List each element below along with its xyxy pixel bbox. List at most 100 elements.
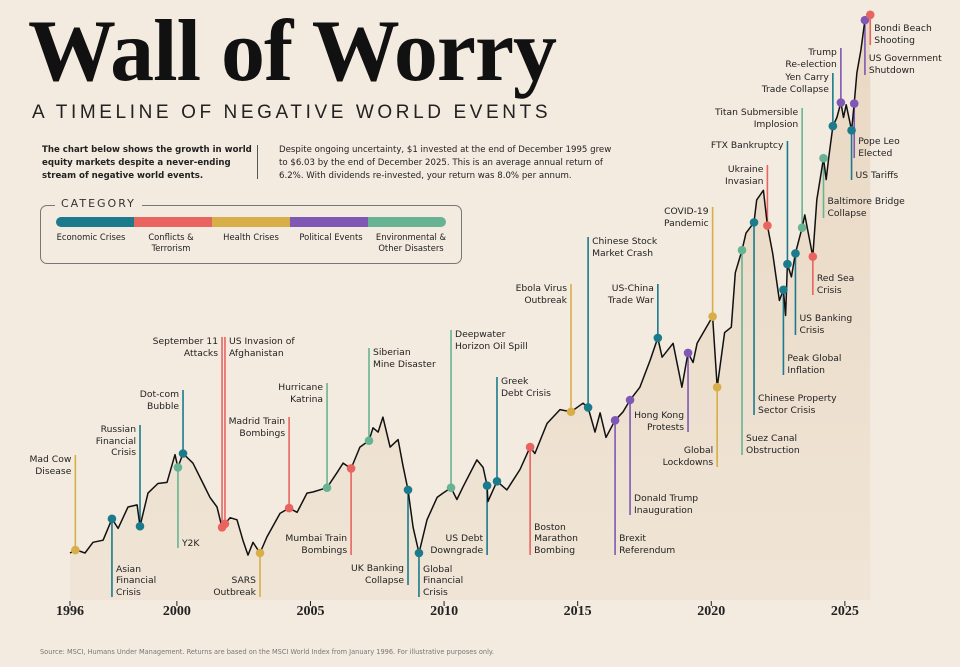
event-label: Madrid Train Bombings [228,416,286,439]
event-marker [763,221,772,230]
event-marker [828,121,838,131]
event-marker [749,218,759,227]
event-label: Mumbai Train Bombings [285,533,348,556]
legend-title: CATEGORY [55,197,142,210]
event-label: Dot-com Bubble [139,389,180,412]
legend-labels: Economic Crises Conflicts & Terrorism Heal… [51,232,451,254]
event-label: Hong Kong Protests [634,410,685,433]
event-label: Ebola Virus Outbreak [515,283,567,306]
event-marker [322,483,332,493]
event-marker [255,548,265,558]
event-label: Mad Cow Disease [29,454,72,477]
event-marker [525,442,535,452]
area-fill [70,14,871,601]
event-label: Chinese Property Sector Crisis [758,393,837,416]
event-label: Y2K [181,537,200,549]
event-marker [865,10,875,20]
event-marker [71,545,80,555]
event-marker [791,249,800,258]
x-tick-label: 2005 [296,604,325,619]
legend-label-conflict: Conflicts & Terrorism [148,232,194,253]
event-marker [403,485,413,495]
event-label: Asian Financial Crisis [115,563,157,598]
event-label: Brexit Referendum [619,533,676,556]
x-tick-label: 2015 [563,604,592,619]
event-marker [566,407,576,417]
event-label: US Debt Downgrade [430,533,484,556]
legend-swatch-conflict [134,217,212,227]
event-marker [737,245,747,255]
event-label: Suez Canal Obstruction [746,433,800,456]
intro-text: The chart below shows the growth in worl… [42,145,252,181]
event-marker [849,99,859,108]
category-legend: CATEGORY Economic Crises Conflicts & Terr… [40,197,462,264]
event-marker [860,15,870,25]
x-tick-label: 1996 [56,604,84,619]
event-label: Pope Leo Elected [858,136,900,159]
event-marker [708,312,717,321]
description-text: Despite ongoing uncertainty, $1 invested… [279,145,612,181]
event-marker [364,436,374,445]
legend-label-env: Environmental & Other Disasters [375,232,447,253]
event-label: Donald Trump Inauguration [634,493,699,516]
event-marker [482,481,492,490]
event-marker [779,285,788,295]
event-label: Trump Re-election [785,47,837,70]
event-label: Deepwater Horizon Oil Spill [455,329,528,352]
event-label: US Tariffs [855,169,899,181]
x-tick-label: 2025 [830,604,859,619]
event-label: SARS Outbreak [213,575,256,598]
page-title: Wall of Worry [28,3,557,100]
legend-swatch-env [368,217,446,227]
event-label: Boston Marathon Bombing [534,521,578,556]
event-label: Yen Carry Trade Collapse [761,72,829,95]
event-marker [284,503,294,513]
event-label: US Invasion of Afghanistan [228,336,295,359]
event-label: Bondi Beach Shooting [874,23,932,46]
event-label: Greek Debt Crisis [500,376,551,399]
event-marker [819,153,828,163]
legend-swatch-econ [56,217,134,227]
event-label: US-China Trade War [607,283,654,306]
event-marker [683,348,693,358]
event-label: Titan Submersible Implosion [715,107,799,130]
x-tick-label: 2020 [697,604,726,619]
event-marker [808,252,818,261]
event-label: US Government Shutdown [868,53,942,76]
legend-swatch-political [290,217,368,227]
legend-swatch-health [212,217,290,227]
index-line [69,14,871,556]
event-marker [414,548,424,558]
event-marker [610,416,620,425]
event-marker [625,395,635,405]
event-marker [783,259,792,269]
legend-label-econ: Economic Crises [56,232,126,242]
legend-label-health: Health Crises [223,232,279,242]
event-marker [847,126,856,135]
event-marker [492,477,502,486]
event-label: Hurricane Katrina [278,382,324,405]
event-marker [178,449,188,458]
event-label: Russian Financial Crisis [95,424,137,458]
legend-label-political: Political Events [299,232,363,242]
event-label: Global Financial Crisis [422,563,464,598]
page-subtitle: A TIMELINE OF NEGATIVE WORLD EVENTS [32,102,552,123]
event-label: Ukraine Invasian [725,164,764,187]
event-marker [107,514,117,524]
event-label: Baltimore Bridge Collapse [827,196,905,219]
event-marker [712,382,722,392]
event-label: Siberian Mine Disaster [372,347,436,370]
event-label: September 11 Attacks [152,336,219,359]
event-label: COVID-19 Pandemic [664,206,709,229]
event-marker [583,403,593,412]
event-label: Peak Global Inflation [787,353,842,376]
x-tick-label: 2010 [430,604,459,619]
event-label: US Banking Crisis [799,313,853,336]
event-label: UK Banking Collapse [351,563,405,586]
event-marker [135,521,145,531]
event-marker [173,463,183,472]
source-note: Source: MSCI, Humans Under Management. R… [40,648,494,656]
x-tick-label: 2000 [162,604,191,619]
event-label: Red Sea Crisis [816,273,855,296]
